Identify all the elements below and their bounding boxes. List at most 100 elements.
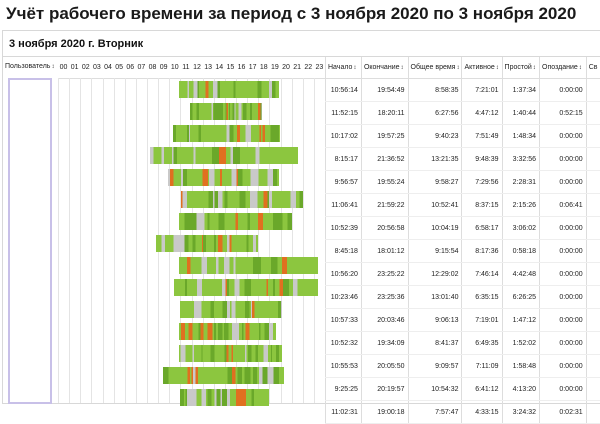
cell-active: 9:48:39 [462, 148, 502, 171]
cell-extra [586, 217, 600, 240]
cell-start: 10:56:14 [326, 79, 362, 102]
cell-extra [586, 309, 600, 332]
cell-total: 8:41:37 [408, 332, 462, 355]
activity-bar[interactable] [180, 301, 281, 318]
cell-start: 10:57:33 [326, 309, 362, 332]
hour-label: 18 [258, 64, 269, 71]
activity-bar[interactable] [179, 257, 318, 274]
hour-gridline [80, 78, 81, 403]
cell-idle: 6:26:25 [502, 286, 539, 309]
column-header-start[interactable]: Начало↕ [326, 57, 362, 79]
cell-active: 6:35:15 [462, 286, 502, 309]
cell-extra [586, 355, 600, 378]
cell-active: 7:51:49 [462, 125, 502, 148]
column-header-active[interactable]: Активное↕ [462, 57, 502, 79]
activity-bar[interactable] [156, 235, 258, 252]
sort-arrows-icon: ↕ [456, 65, 459, 71]
user-list-placeholder[interactable] [8, 78, 52, 404]
cell-extra [586, 194, 600, 217]
hour-label: 04 [103, 64, 114, 71]
sort-arrows-icon: ↕ [579, 65, 582, 71]
column-header-total[interactable]: Общее время↕ [408, 57, 462, 79]
activity-bar[interactable] [173, 125, 281, 142]
activity-bar[interactable] [190, 103, 261, 120]
cell-extra [586, 125, 600, 148]
cell-total: 10:04:19 [408, 217, 462, 240]
user-column-header[interactable]: Пользователь↕ [5, 63, 54, 70]
activity-bar[interactable] [179, 81, 279, 98]
activity-bar[interactable] [180, 389, 269, 406]
hour-label: 22 [303, 64, 314, 71]
hour-gridline [147, 78, 148, 403]
cell-late: 0:00:00 [540, 332, 587, 355]
column-header-idle[interactable]: Простой↕ [502, 57, 539, 79]
cell-active: 7:11:09 [462, 355, 502, 378]
cell-end: 20:56:58 [361, 217, 408, 240]
activity-bar[interactable] [168, 169, 279, 186]
cell-extra [586, 148, 600, 171]
hour-label: 20 [281, 64, 292, 71]
hour-label: 21 [292, 64, 303, 71]
cell-late: 0:00:00 [540, 217, 587, 240]
stats-header-row: Начало↕Окончание↕Общее время↕Активное↕Пр… [326, 57, 600, 79]
cell-total: 9:40:23 [408, 125, 462, 148]
page-title: Учёт рабочего времени за период с 3 нояб… [6, 4, 576, 24]
cell-extra [586, 332, 600, 355]
column-header-extra[interactable]: Св [586, 57, 600, 79]
hour-gridline [103, 78, 104, 403]
cell-active: 8:17:36 [462, 240, 502, 263]
cell-total: 9:15:54 [408, 240, 462, 263]
cell-total: 6:27:56 [408, 102, 462, 125]
user-column: Пользователь↕ [3, 57, 58, 403]
activity-bar[interactable] [179, 323, 276, 340]
activity-bar[interactable] [150, 147, 298, 164]
cell-end: 19:34:09 [361, 332, 408, 355]
cell-late: 0:00:00 [540, 286, 587, 309]
activity-bar[interactable] [179, 345, 281, 362]
report-panel: 3 ноября 2020 г. Вторник Пользователь↕ 0… [2, 30, 600, 404]
column-header-late[interactable]: Опоздание↕ [540, 57, 587, 79]
cell-start: 10:52:32 [326, 332, 362, 355]
hour-label: 19 [269, 64, 280, 71]
cell-late: 0:00:00 [540, 125, 587, 148]
activity-bar[interactable] [181, 191, 302, 208]
column-header-end[interactable]: Окончание↕ [361, 57, 408, 79]
cell-start: 10:23:46 [326, 286, 362, 309]
stats-table-wrap: Начало↕Окончание↕Общее время↕Активное↕Пр… [325, 57, 600, 403]
hour-label: 11 [180, 64, 191, 71]
cell-active: 4:47:12 [462, 102, 502, 125]
hour-gridline [58, 78, 59, 403]
cell-extra [586, 79, 600, 102]
cell-start: 11:52:15 [326, 102, 362, 125]
hour-label: 13 [203, 64, 214, 71]
activity-bar[interactable] [174, 279, 319, 296]
cell-active: 8:37:15 [462, 194, 502, 217]
activity-bar[interactable] [179, 213, 291, 230]
cell-late: 0:00:00 [540, 263, 587, 286]
user-column-label: Пользователь [5, 63, 50, 70]
cell-late: 0:06:41 [540, 194, 587, 217]
column-header-label: Св [589, 64, 598, 71]
cell-start: 10:56:20 [326, 263, 362, 286]
cell-idle: 1:47:12 [502, 309, 539, 332]
hour-label: 16 [236, 64, 247, 71]
cell-active: 4:33:15 [462, 401, 502, 424]
activity-bar[interactable] [163, 367, 284, 384]
cell-late: 0:00:00 [540, 309, 587, 332]
